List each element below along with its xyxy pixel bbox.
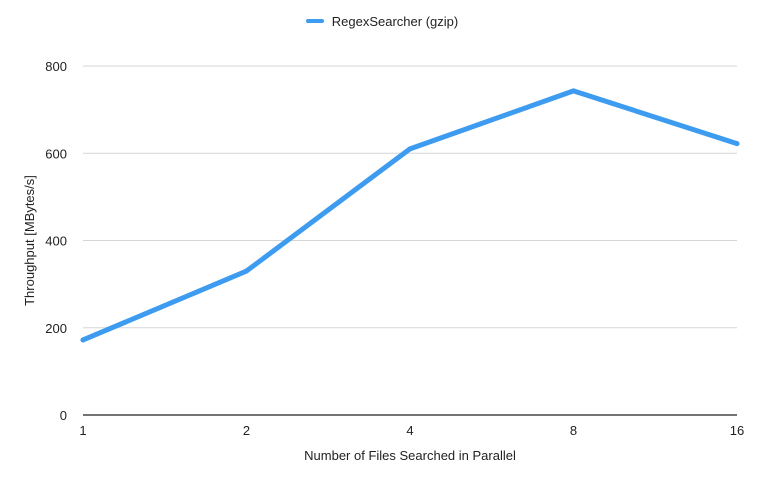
legend-label: RegexSearcher (gzip) (331, 14, 459, 30)
x-tick-label: 2 (243, 423, 250, 438)
series-group (80, 88, 740, 343)
data-point (244, 268, 249, 274)
data-point (734, 141, 740, 147)
y-tick-label: 600 (45, 146, 67, 161)
x-axis-ticks: 1 2 4 8 16 (79, 423, 744, 438)
data-point (407, 146, 413, 152)
data-point (80, 337, 86, 343)
gridlines (83, 65, 737, 329)
x-tick-label: 8 (570, 423, 577, 438)
y-tick-label: 200 (45, 321, 67, 336)
y-tick-label: 800 (45, 59, 67, 74)
x-tick-label: 4 (406, 423, 413, 438)
x-tick-label: 16 (730, 423, 744, 438)
y-axis-title: Throughput [MBytes/s] (22, 175, 37, 306)
x-axis-title: Number of Files Searched in Parallel (304, 448, 516, 463)
legend-swatch (305, 18, 324, 23)
y-tick-label: 0 (60, 408, 67, 423)
data-point (571, 88, 576, 94)
y-axis-ticks: 0 200 400 600 800 (45, 59, 67, 423)
chart-legend: RegexSearcher (gzip) (0, 13, 764, 29)
x-tick-label: 1 (79, 423, 86, 438)
y-tick-label: 400 (45, 234, 67, 249)
series-line (80, 88, 740, 343)
